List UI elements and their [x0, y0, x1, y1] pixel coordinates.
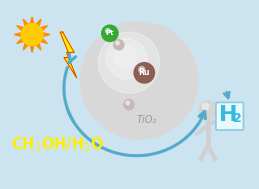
Circle shape [116, 41, 119, 45]
Polygon shape [60, 32, 77, 78]
Circle shape [106, 38, 147, 79]
Circle shape [102, 25, 118, 41]
Circle shape [202, 103, 208, 110]
Polygon shape [30, 17, 34, 24]
Polygon shape [17, 26, 24, 31]
Text: TiO₂: TiO₂ [137, 115, 157, 125]
Circle shape [105, 29, 110, 33]
Circle shape [124, 100, 134, 110]
Polygon shape [14, 33, 21, 36]
Polygon shape [23, 19, 28, 26]
Polygon shape [23, 43, 28, 50]
Polygon shape [40, 38, 48, 43]
Text: Pt: Pt [106, 30, 114, 36]
Circle shape [21, 24, 43, 45]
Polygon shape [36, 19, 41, 26]
Polygon shape [17, 38, 24, 43]
FancyBboxPatch shape [216, 102, 243, 130]
Text: Ru: Ru [139, 68, 150, 77]
Circle shape [98, 32, 160, 93]
Text: CH$_3$OH/H$_2$O: CH$_3$OH/H$_2$O [11, 135, 104, 154]
Circle shape [114, 45, 137, 68]
Circle shape [81, 22, 198, 139]
Circle shape [199, 101, 217, 119]
Polygon shape [40, 26, 48, 31]
Text: H: H [219, 105, 238, 125]
Circle shape [126, 101, 130, 105]
Circle shape [21, 24, 43, 45]
Circle shape [139, 67, 145, 73]
Circle shape [134, 63, 154, 83]
Circle shape [114, 40, 124, 50]
Polygon shape [43, 33, 50, 36]
Text: 2: 2 [233, 112, 242, 125]
Polygon shape [30, 45, 34, 52]
Polygon shape [36, 43, 41, 50]
